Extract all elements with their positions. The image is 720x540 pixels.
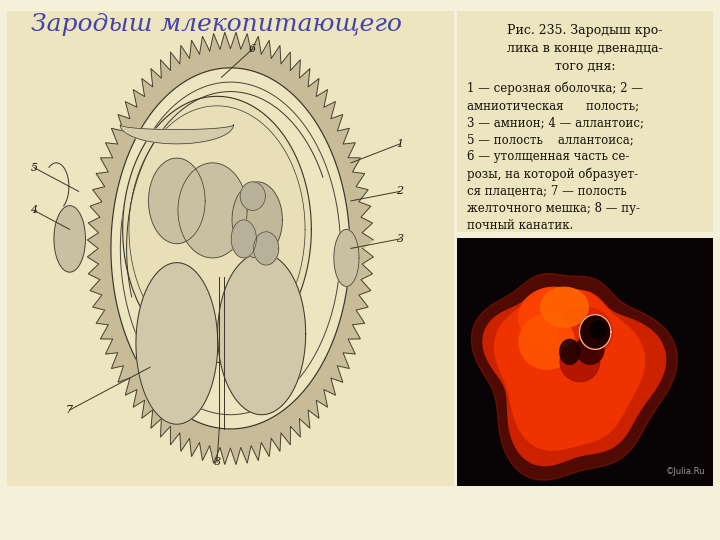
Polygon shape <box>111 68 350 429</box>
Polygon shape <box>557 307 613 357</box>
Polygon shape <box>253 232 279 265</box>
Polygon shape <box>495 288 644 450</box>
Polygon shape <box>232 182 282 258</box>
Bar <box>457 11 713 232</box>
Polygon shape <box>217 253 306 415</box>
Polygon shape <box>483 288 665 465</box>
Text: 8: 8 <box>213 457 220 467</box>
Text: 6: 6 <box>249 44 256 54</box>
Polygon shape <box>136 262 217 424</box>
Polygon shape <box>87 32 374 464</box>
Polygon shape <box>54 206 86 272</box>
Text: 7: 7 <box>66 405 73 415</box>
Bar <box>7 11 454 486</box>
Polygon shape <box>560 342 600 382</box>
Polygon shape <box>240 182 265 211</box>
Polygon shape <box>590 321 606 338</box>
Polygon shape <box>519 315 575 369</box>
Text: 2: 2 <box>397 186 404 197</box>
Text: 1: 1 <box>397 139 404 149</box>
Polygon shape <box>560 340 580 365</box>
Polygon shape <box>334 230 359 286</box>
Polygon shape <box>580 315 611 349</box>
Polygon shape <box>472 274 678 480</box>
Polygon shape <box>178 163 247 258</box>
Polygon shape <box>122 96 311 362</box>
Polygon shape <box>576 334 604 364</box>
Text: Зародыш млекопитающего: Зародыш млекопитающего <box>30 13 402 36</box>
Polygon shape <box>120 125 233 144</box>
Text: Рис. 235. Зародыш кро-
лика в конце двенадца-
того дня:: Рис. 235. Зародыш кро- лика в конце двен… <box>507 24 663 73</box>
Polygon shape <box>231 220 256 258</box>
Polygon shape <box>148 158 205 244</box>
Polygon shape <box>519 287 590 347</box>
Text: 4: 4 <box>30 205 37 215</box>
Polygon shape <box>541 287 588 327</box>
Bar <box>457 238 713 486</box>
Text: ©Julia.Ru: ©Julia.Ru <box>665 467 705 476</box>
Text: 3: 3 <box>397 234 404 244</box>
Text: 1 — серозная оболочка; 2 —
амниотическая      полость;
3 — амнион; 4 — аллантоис: 1 — серозная оболочка; 2 — амниотическая… <box>467 82 644 232</box>
Text: 5: 5 <box>30 163 37 173</box>
